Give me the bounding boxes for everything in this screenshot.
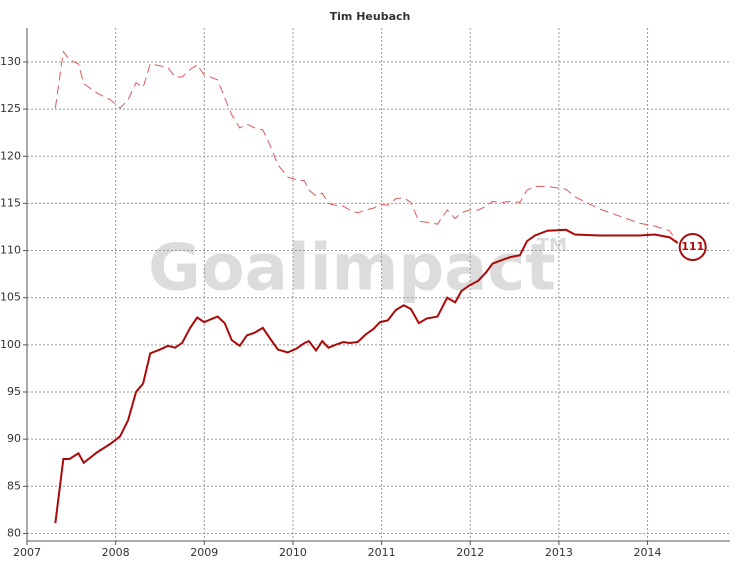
y-tick-label: 100 — [0, 338, 21, 351]
x-tick-label: 2008 — [102, 546, 130, 559]
end-label: 111 — [681, 240, 704, 253]
series-line — [54, 228, 679, 524]
x-tick-label: 2013 — [545, 546, 573, 559]
y-tick-label: 125 — [0, 102, 21, 115]
y-tick-label: 85 — [7, 479, 21, 492]
x-tick-label: 2010 — [279, 546, 307, 559]
watermark-text: Goalimpact — [148, 232, 556, 306]
x-tick-label: 2009 — [190, 546, 218, 559]
x-tick-label: 2014 — [634, 546, 662, 559]
y-tick-label: 115 — [0, 196, 21, 209]
y-tick-label: 110 — [0, 244, 21, 257]
y-tick-label: 105 — [0, 291, 21, 304]
y-tick-label: 130 — [0, 55, 21, 68]
x-tick-label: 2011 — [368, 546, 396, 559]
y-tick-label: 120 — [0, 149, 21, 162]
series-line — [54, 50, 679, 244]
x-tick-label: 2012 — [456, 546, 484, 559]
watermark-tm: TM — [537, 235, 567, 256]
y-tick-label: 95 — [7, 385, 21, 398]
watermark: Goalimpact TM — [148, 232, 567, 306]
x-tick-label: 2007 — [13, 546, 41, 559]
chart-title: Tim Heubach — [330, 10, 411, 23]
end-label-circle — [678, 233, 707, 262]
y-tick-label: 90 — [7, 432, 21, 445]
y-tick-label: 80 — [7, 526, 21, 539]
